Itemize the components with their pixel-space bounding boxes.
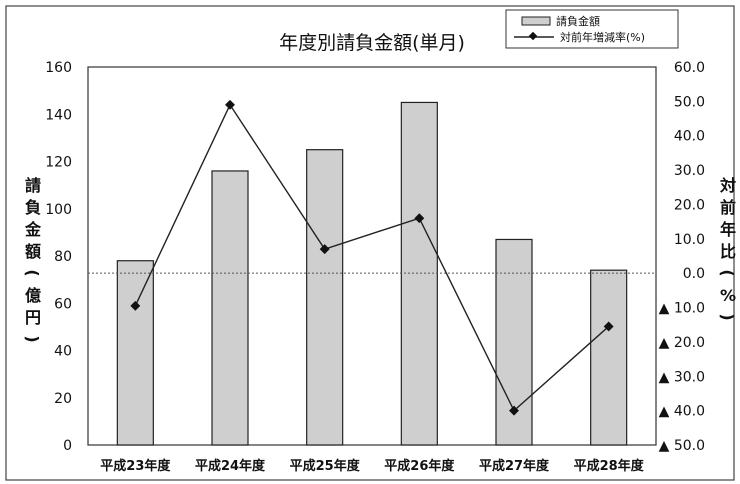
category-labels: 平成23年度 平成24年度 平成25年度 平成26年度 平成27年度 平成28年度 [100,458,644,474]
left-tick-label: 80 [54,249,72,265]
axis-title-char: 年 [720,220,736,239]
axis-title-char: ( [718,269,737,276]
line-marker [319,244,330,255]
right-tick-label: ▲ 40.0 [659,404,705,420]
axis-title-char: 億 [25,286,41,305]
left-tick-label: 0 [63,438,72,454]
bar [590,269,628,446]
bar [400,101,438,446]
bar-series [116,101,628,446]
axis-title-char: 比 [720,242,736,261]
category-label: 平成28年度 [574,458,645,474]
right-tick-label: ▲ 20.0 [659,335,705,351]
right-tick-label: 50.0 [674,94,705,110]
category-label: 平成26年度 [384,458,455,474]
left-tick-label: 140 [45,107,72,123]
right-tick-label: 0.0 [683,266,705,282]
right-tick-label: 60.0 [674,60,705,76]
bar [116,260,154,446]
chart-title: 年度別請負金額(単月) [279,32,465,54]
right-axis-ticks: ▲ 50.0 ▲ 40.0 ▲ 30.0 ▲ 20.0 ▲ 10.0 0.0 10.0 20.… [659,60,705,454]
legend-line-label: 対前年増減率(%) [560,30,645,44]
line-marker [130,300,141,311]
left-tick-label: 120 [45,155,72,171]
legend-box [505,9,679,49]
right-tick-label: ▲ 10.0 [659,301,705,317]
bar [211,170,249,446]
legend: 請負金額 対前年増減率(%) [505,9,679,49]
right-tick-label: ▲ 50.0 [659,438,705,454]
category-label: 平成25年度 [290,458,361,474]
left-tick-label: 60 [54,296,72,312]
bar [306,149,344,446]
series-line [134,103,610,412]
right-tick-label: 20.0 [674,197,705,213]
category-label: 平成24年度 [195,458,266,474]
axis-title-char: 前 [720,198,736,217]
axis-title-char: 円 [25,308,41,327]
category-label: 平成23年度 [100,458,171,474]
axis-title-char: 対 [719,176,736,195]
axis-title-char: 金 [24,220,42,239]
axis-title-char: 負 [25,198,41,217]
axis-title-char: ) [23,335,42,342]
left-axis-title: 請負金額 ( 億円) [23,176,42,343]
right-tick-label: ▲ 30.0 [659,369,705,385]
left-axis-ticks: 0 20 40 60 80 100 120 140 160 [45,60,72,454]
plot-area [87,66,657,446]
legend-bar-swatch [521,16,551,26]
axis-title-char: 請 [25,176,41,195]
line-series [130,99,614,416]
left-tick-label: 160 [45,60,72,76]
right-tick-label: 30.0 [674,163,705,179]
axis-title-char: 額 [24,242,41,261]
axis-title-char: ) [718,313,737,320]
left-tick-label: 20 [54,391,72,407]
left-tick-label: 100 [45,202,72,218]
line-marker [225,99,235,110]
line-marker [414,213,425,224]
line-marker [509,405,519,416]
left-tick-label: 40 [54,344,72,360]
legend-bar-label: 請負金額 [556,14,600,28]
right-tick-label: 10.0 [674,232,705,248]
category-label: 平成27年度 [479,458,550,474]
line-marker [603,321,614,332]
right-tick-label: 40.0 [674,129,705,145]
axis-title-char: ( [23,269,42,276]
axis-title-char: % [720,286,736,305]
